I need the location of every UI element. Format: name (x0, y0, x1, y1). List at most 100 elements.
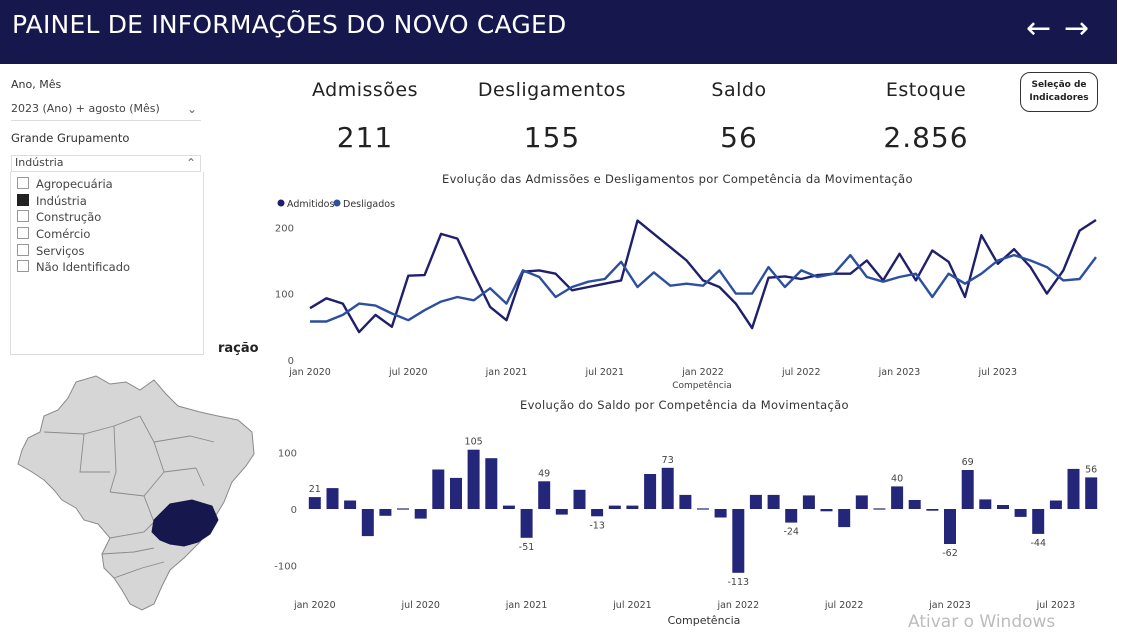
period-dropdown[interactable]: 2023 (Ano) + agosto (Mês) ⌄ (11, 102, 201, 121)
y-tick-label: 100 (278, 449, 297, 460)
saldo-bar (838, 509, 851, 528)
x-tick-label: jul 2020 (400, 600, 440, 611)
group-dropdown-value: Indústria (15, 156, 64, 169)
map-state-borders (43, 415, 215, 579)
y-tick-label: 100 (275, 290, 294, 301)
series-line-admitidos (309, 218, 1097, 334)
bar-data-label: -24 (783, 527, 799, 538)
bar-chart-title: Evolução do Saldo por Competência da Mov… (520, 398, 849, 412)
x-tick-label: jul 2021 (612, 600, 652, 611)
saldo-bar (485, 458, 498, 509)
saldo-bar (891, 486, 904, 509)
bar-data-label: 56 (1085, 464, 1097, 475)
map-country-shape[interactable] (17, 375, 255, 611)
kpi-admissoes-label: Admissões (311, 79, 419, 101)
checkbox[interactable] (17, 244, 29, 256)
saldo-bar (379, 509, 392, 516)
saldo-bar (697, 508, 709, 510)
series-line-desligados (310, 253, 1097, 323)
bar-data-label: -13 (589, 520, 605, 531)
saldo-bar (1085, 477, 1098, 509)
line-chart: Admitidos Desligados 0 100 200 jan 2020 jul 20… (275, 199, 1097, 390)
map-state-highlight[interactable] (151, 499, 219, 547)
x-tick-label: jan 2023 (928, 600, 971, 611)
checkbox[interactable] (17, 210, 29, 222)
option-agropecuaria[interactable]: Agropecuária (17, 177, 113, 191)
bar-data-label: 73 (662, 455, 674, 466)
y-tick-label: 0 (291, 505, 297, 516)
x-axis-title: Competência (668, 614, 741, 627)
x-tick-label: jan 2023 (878, 367, 921, 378)
windows-activation-watermark: Ativar o Windows (908, 612, 1056, 632)
option-industria[interactable]: Indústria (17, 194, 87, 208)
bar-data-label: 21 (309, 484, 321, 495)
kpi-saldo-label: Saldo (711, 79, 767, 101)
legend-label-admitidos: Admitidos (287, 199, 334, 210)
saldo-bar (502, 505, 515, 509)
back-arrow-icon[interactable]: ← (1026, 11, 1052, 46)
y-tick-label: -100 (274, 562, 297, 573)
saldo-bar (908, 500, 921, 509)
bar-data-label: -51 (519, 542, 535, 553)
checkbox[interactable] (17, 227, 29, 239)
y-tick-label: 200 (275, 223, 294, 234)
saldo-bar (467, 449, 480, 509)
header-bar: PAINEL DE INFORMAÇÕES DO NOVO CAGED ← → (0, 0, 1117, 64)
x-tick-label: jan 2022 (716, 600, 759, 611)
checkbox[interactable] (17, 194, 29, 206)
x-tick-label: jan 2020 (293, 600, 336, 611)
saldo-bar (308, 497, 321, 509)
checkbox[interactable] (17, 260, 29, 272)
saldo-bar (802, 495, 815, 509)
legend-label-desligados: Desligados (343, 199, 395, 210)
saldo-bar (414, 509, 427, 519)
legend-marker-desligados (333, 199, 341, 207)
saldo-bar (591, 509, 604, 517)
option-nao-identificado[interactable]: Não Identificado (17, 260, 130, 274)
x-tick-label: jul 2022 (781, 367, 821, 378)
x-tick-label: jan 2021 (505, 600, 548, 611)
saldo-bar (344, 500, 357, 509)
y-tick-label: 0 (288, 356, 294, 367)
group-options-list: Agropecuária Indústria Construção Comérc… (10, 172, 204, 355)
option-construcao[interactable]: Construção (17, 210, 101, 224)
saldo-bar (397, 508, 409, 510)
saldo-bar (1049, 500, 1062, 509)
checkbox[interactable] (17, 177, 29, 189)
indicator-selection-button[interactable]: Seleção de Indicadores (1020, 72, 1098, 112)
saldo-bar (979, 499, 992, 509)
saldo-bar (573, 489, 586, 509)
saldo-bar (679, 494, 692, 509)
chevron-up-icon: ⌃ (185, 156, 196, 170)
x-tick-label: jul 2021 (585, 367, 625, 378)
forward-arrow-icon[interactable]: → (1064, 11, 1090, 46)
kpi-desligamentos-label: Desligamentos (477, 79, 627, 101)
option-comercio[interactable]: Comércio (17, 227, 90, 241)
saldo-bar (785, 509, 798, 523)
x-tick-label: jan 2021 (485, 367, 528, 378)
saldo-bar (555, 509, 568, 515)
x-tick-label: jul 2022 (824, 600, 864, 611)
group-dropdown[interactable]: Indústria ⌃ (11, 155, 201, 172)
selection-line-2: Indicadores (1029, 93, 1089, 103)
x-tick-label: jul 2023 (1036, 600, 1076, 611)
legend-marker-admitidos (277, 199, 285, 207)
bar-data-label: 105 (465, 437, 483, 448)
saldo-bar (1067, 468, 1080, 509)
line-chart-title: Evolução das Admissões e Desligamentos p… (442, 172, 913, 186)
period-slicer-label: Ano, Mês (11, 78, 62, 91)
bar-chart: -100 0 100 21 105 -51 49 -13 73 -113 -24 40 -62 69 -44… (274, 437, 1098, 627)
saldo-bar (538, 481, 551, 509)
option-servicos[interactable]: Serviços (17, 244, 84, 258)
x-tick-label: jan 2020 (288, 367, 331, 378)
bar-data-label: 49 (538, 468, 550, 479)
kpi-admissoes-value: 211 (336, 121, 394, 154)
brazil-map[interactable] (14, 372, 256, 614)
saldo-bar (855, 495, 868, 509)
saldo-bar (644, 474, 657, 509)
saldo-bar (1032, 509, 1045, 534)
kpi-estoque-value: 2.856 (883, 121, 969, 154)
saldo-bar (767, 494, 780, 509)
kpi-saldo-value: 56 (720, 121, 758, 154)
chevron-down-icon: ⌄ (186, 102, 197, 116)
